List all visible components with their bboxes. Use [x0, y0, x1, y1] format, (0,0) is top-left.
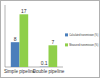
y-axis	[5, 5, 6, 67]
data-label: 8	[14, 36, 17, 42]
legend-label: Measured transmission (%)	[69, 43, 98, 47]
data-label: 7	[51, 39, 54, 45]
bar	[49, 45, 58, 67]
x-tick-label: Double pipeline	[33, 69, 65, 74]
data-label: 17	[21, 8, 27, 14]
bar	[20, 14, 29, 67]
x-tick-label: Simple pipeline	[4, 69, 36, 74]
bar	[11, 42, 20, 67]
legend-swatch	[65, 33, 68, 36]
chart-root: 8 17 0.1 7 Simple pipelineDouble pipeline Cal…	[0, 0, 100, 78]
chart-frame	[1, 1, 100, 78]
legend-label: Calculated transmission (%)	[69, 33, 98, 37]
bar	[40, 66, 49, 67]
labels: 8 17 0.1 7	[14, 8, 55, 66]
data-label: 0.1	[41, 60, 48, 66]
chart-svg: 8 17 0.1 7 Simple pipelineDouble pipeline Cal…	[0, 0, 100, 78]
legend-swatch	[65, 43, 68, 46]
bars	[11, 14, 57, 67]
